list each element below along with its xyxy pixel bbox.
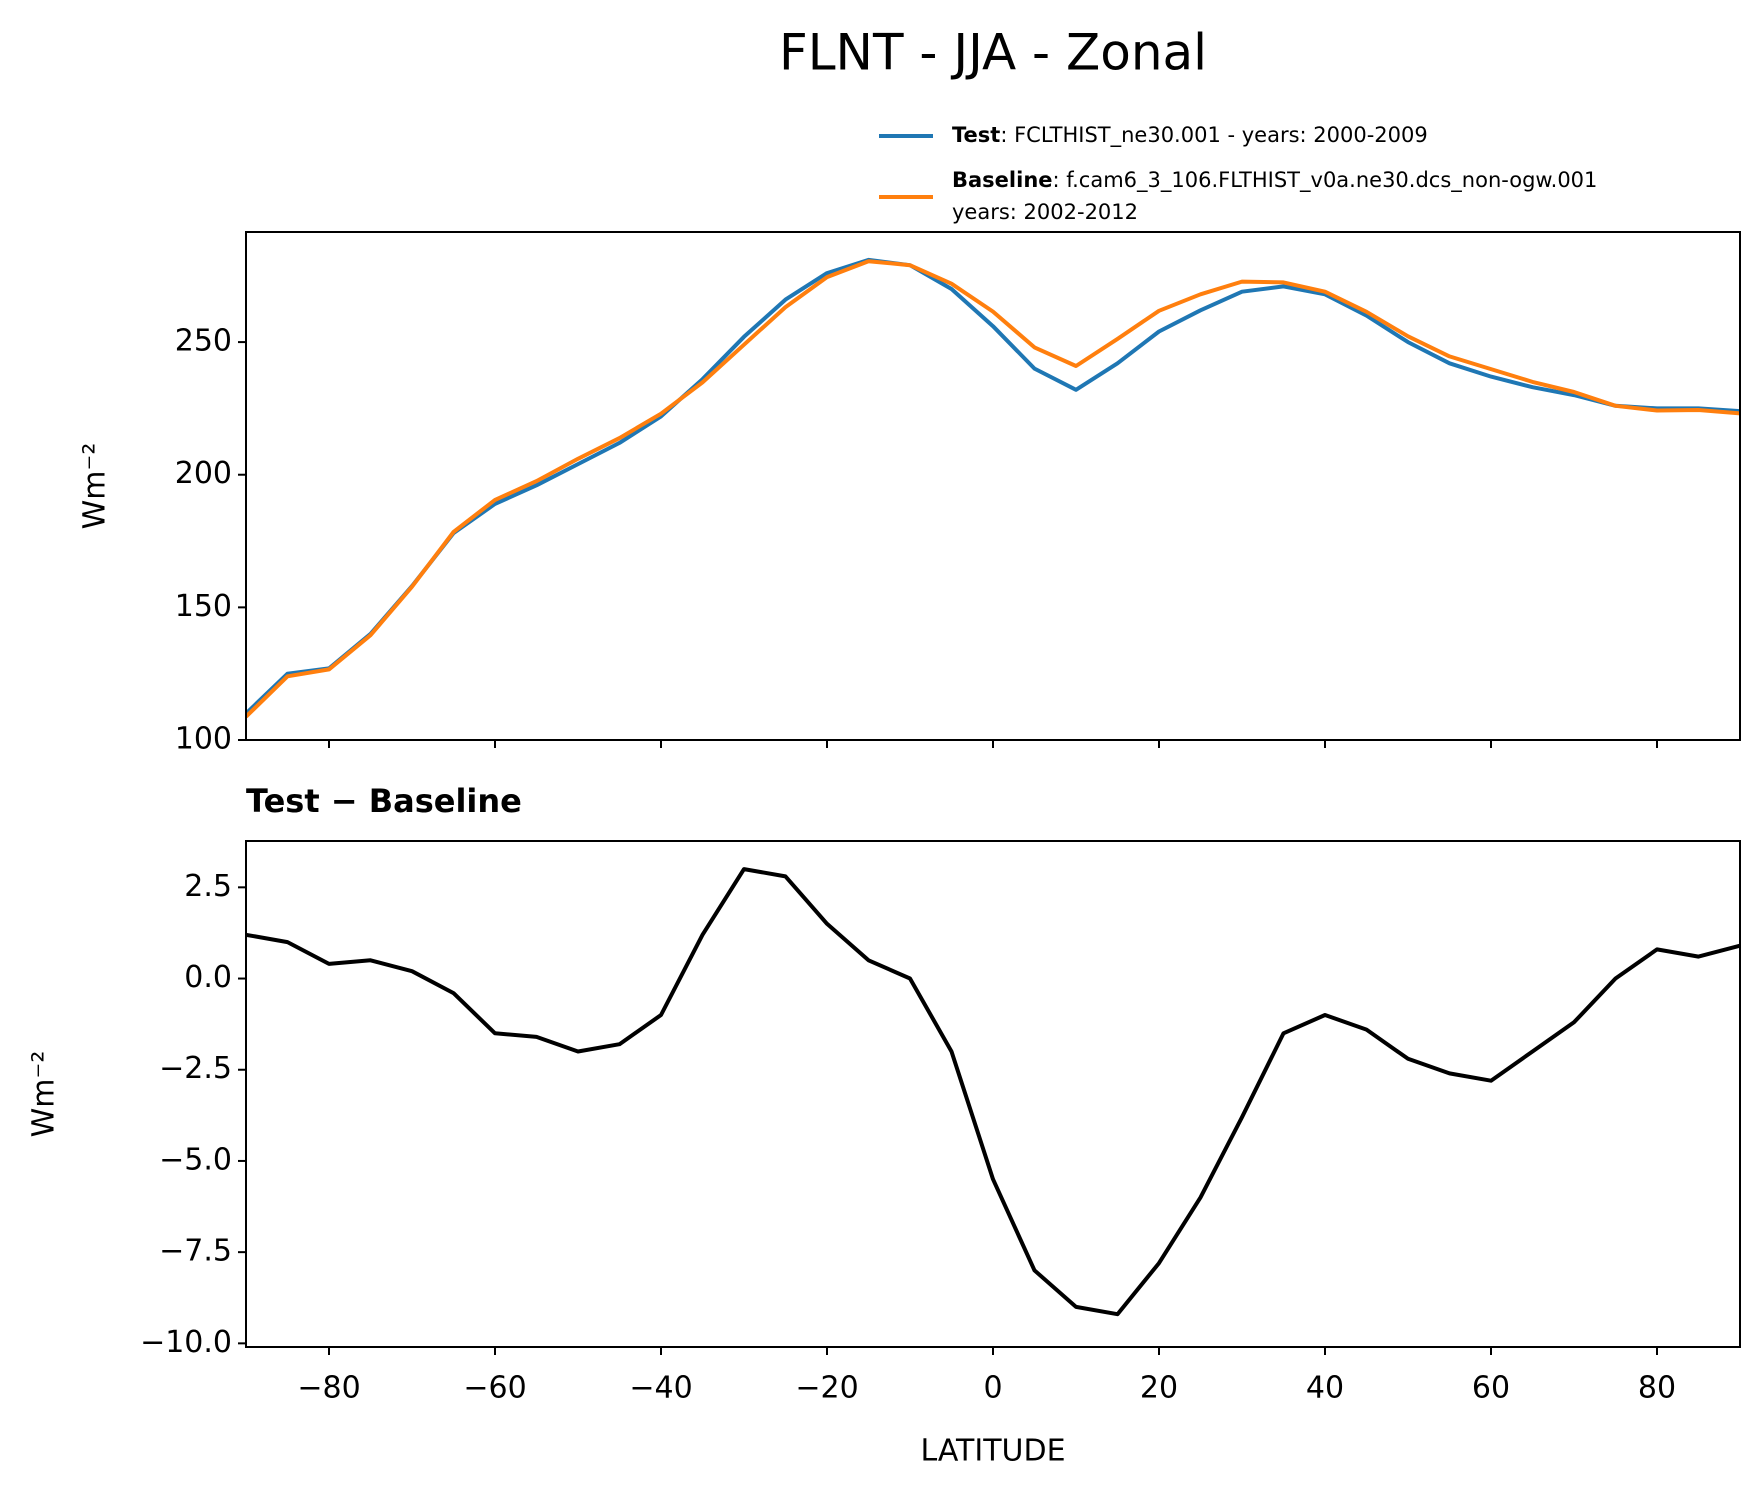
x-tick-label: −20 — [795, 1371, 858, 1406]
y-tick-label: 200 — [175, 456, 232, 491]
series-line — [246, 867, 1740, 1317]
series-line — [246, 259, 1740, 719]
legend-description: years: 2002-2012 — [952, 200, 1138, 224]
x-tick-label: −40 — [629, 1371, 692, 1406]
y-tick-label: 100 — [175, 722, 232, 757]
y-tick-label: −7.5 — [159, 1234, 232, 1269]
x-tick-label: 40 — [1306, 1371, 1344, 1406]
panel-title: Test − Baseline — [246, 782, 522, 820]
y-axis-label: Wm⁻² — [78, 443, 113, 530]
y-tick-label: −2.5 — [159, 1051, 232, 1086]
y-tick-label: −10.0 — [140, 1325, 232, 1360]
figure-title: FLNT - JJA - Zonal — [779, 24, 1207, 82]
y-tick-label: 0.0 — [184, 960, 232, 995]
axes-frame — [245, 231, 1741, 741]
legend-description: : FCLTHIST_ne30.001 - years: 2000-2009 — [1000, 123, 1427, 148]
x-tick-label: 0 — [983, 1371, 1002, 1406]
y-tick-label: 2.5 — [184, 869, 232, 904]
y-tick-label: 250 — [175, 324, 232, 359]
x-tick-label: 80 — [1638, 1371, 1676, 1406]
legend-label: Baseline: f.cam6_3_106.FLTHIST_v0a.ne30.… — [952, 168, 1597, 193]
x-tick-label: −60 — [463, 1371, 526, 1406]
legend-name: Test — [952, 123, 1000, 147]
x-tick-label: 60 — [1472, 1371, 1510, 1406]
y-tick-label: 150 — [175, 589, 232, 624]
x-axis-label: LATITUDE — [920, 1434, 1065, 1469]
legend-description: : f.cam6_3_106.FLTHIST_v0a.ne30.dcs_non-… — [1053, 168, 1598, 193]
axes-frame — [245, 840, 1741, 1348]
legend-label: Test: FCLTHIST_ne30.001 - years: 2000-20… — [952, 123, 1428, 148]
x-tick-label: 20 — [1140, 1371, 1178, 1406]
legend-name: Baseline — [952, 168, 1053, 192]
y-tick-label: −5.0 — [159, 1142, 232, 1177]
x-tick-label: −80 — [297, 1371, 360, 1406]
y-axis-label: Wm⁻² — [27, 1051, 62, 1138]
series-line — [246, 257, 1740, 715]
